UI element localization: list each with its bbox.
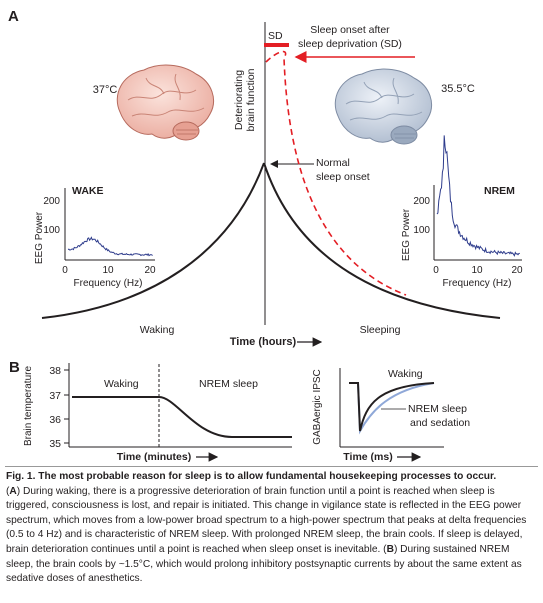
nrem-inset-ytick-100: 100 (413, 225, 430, 236)
wake-inset-ytick-100: 100 (43, 225, 60, 236)
sd-tag: SD (268, 30, 283, 42)
sleeping-curve (263, 162, 501, 319)
caption-seg2: ) During waking, there is a progressive … (6, 485, 527, 555)
nrem-inset-xlabel: Frequency (Hz) (443, 278, 512, 289)
caption-seg3: ) During sustained NREM sleep, the brain… (6, 543, 522, 585)
ipsc-waking-label: Waking (388, 368, 423, 380)
temp-xlabel: Time (minutes) (117, 451, 191, 463)
normal-onset-line2: sleep onset (316, 171, 370, 183)
wake-inset-xtick-20: 20 (144, 265, 156, 276)
panel-b-label: B (9, 359, 20, 376)
temp-ytick-38: 38 (49, 365, 61, 377)
sd-note-line2: sleep deprivation (SD) (298, 38, 402, 50)
temp-wake-label: 37°C (93, 84, 118, 96)
temp-nrem-label: NREM sleep (199, 378, 258, 390)
ipsc-nrem-line2: and sedation (410, 417, 470, 429)
wake-eeg-inset: WAKE EEG Power 200 100 0 10 20 Frequency… (34, 185, 156, 289)
temp-sleep-label: 35.5°C (441, 83, 475, 95)
y-axis-label-line2: brain function (245, 68, 257, 131)
cool-brain-icon (334, 68, 432, 145)
caption-heading: Fig. 1. The most probable reason for sle… (6, 471, 497, 482)
sleeping-label: Sleeping (360, 324, 401, 336)
caption-seg1: ( (6, 485, 10, 497)
wake-eeg-trace (67, 236, 153, 257)
wake-inset-xtick-10: 10 (102, 265, 114, 276)
figure-panels: A Deteriorating brain function SD Sleep … (8, 8, 523, 463)
wake-inset-xtick-0: 0 (62, 265, 68, 276)
ipsc-waking-trace (349, 382, 435, 432)
caption-rule (5, 466, 538, 467)
ipsc-xlabel: Time (ms) (343, 451, 392, 463)
nrem-inset-ylabel: EEG Power (401, 208, 412, 261)
wake-inset-xlabel: Frequency (Hz) (74, 278, 143, 289)
nrem-inset-title: NREM (484, 185, 515, 197)
wake-inset-ylabel: EEG Power (34, 211, 45, 264)
brain-temp-curve (72, 396, 292, 438)
warm-brain-icon (116, 64, 214, 141)
nrem-inset-ytick-200: 200 (413, 196, 430, 207)
caption-b-label: B (386, 543, 394, 555)
panel-a-label: A (8, 8, 19, 25)
nrem-inset-xtick-20: 20 (511, 265, 523, 276)
brain-temperature-plot: Brain temperature 38 37 36 35 Waking NRE… (23, 363, 292, 463)
wake-inset-ytick-200: 200 (43, 196, 60, 207)
nrem-inset-xtick-0: 0 (433, 265, 439, 276)
nrem-eeg-inset: NREM EEG Power 200 100 0 10 20 Frequency… (401, 135, 523, 289)
temp-ytick-35: 35 (49, 438, 61, 450)
temp-ytick-36: 36 (49, 414, 61, 426)
sd-delayed-curve (265, 50, 407, 296)
ipsc-nrem-line1: NREM sleep (408, 403, 467, 415)
temp-waking-label: Waking (104, 378, 139, 390)
wake-inset-title: WAKE (72, 185, 104, 197)
nrem-eeg-trace (436, 135, 520, 257)
ipsc-ylabel: GABAergic IPSC (312, 369, 323, 445)
y-axis-label-line1: Deteriorating (233, 70, 245, 130)
caption-a-label: A (9, 485, 17, 497)
figure-caption: Fig. 1. The most probable reason for sle… (6, 470, 537, 587)
x-axis-label: Time (hours) (230, 336, 297, 348)
gaba-ipsc-plot: GABAergic IPSC Waking NREM sleep and sed… (312, 368, 470, 463)
temp-ylabel: Brain temperature (23, 366, 34, 446)
sd-bar (264, 43, 289, 47)
waking-label: Waking (140, 324, 175, 336)
waking-curve (41, 162, 265, 319)
temp-ytick-37: 37 (49, 390, 61, 402)
nrem-inset-xtick-10: 10 (471, 265, 483, 276)
normal-onset-line1: Normal (316, 157, 350, 169)
sd-note-line1: Sleep onset after (310, 24, 390, 36)
